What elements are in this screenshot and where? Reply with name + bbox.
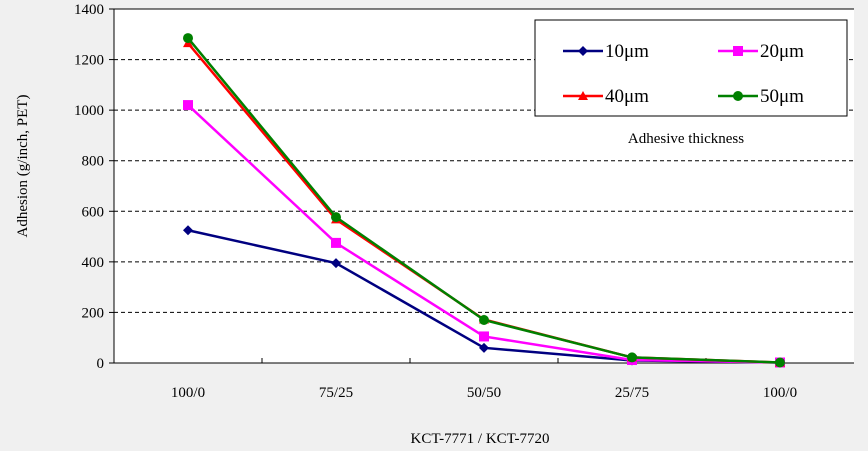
data-point: [183, 225, 193, 236]
legend-label: 20μm: [760, 41, 804, 62]
data-point: [331, 212, 341, 223]
legend-marker: [578, 46, 588, 56]
data-point: [775, 357, 785, 368]
legend-label: 40μm: [605, 86, 649, 107]
legend: Adhesive thickness 10μm 20μm 40μm 50μm: [534, 19, 848, 147]
legend-marker: [733, 91, 743, 101]
legend-marker: [733, 46, 743, 56]
x-tick-labels: 100/0 75/25 50/50 25/75 100/0: [171, 385, 797, 401]
x-axis-label: KCT-7771 / KCT-7720: [411, 431, 550, 447]
data-point: [331, 237, 341, 248]
legend-title: Adhesive thickness: [628, 131, 744, 147]
y-tick-labels: 0 200 400 600 800 1000 1200 1400: [74, 2, 104, 372]
series-group: [183, 33, 785, 368]
legend-item: 50μm: [718, 86, 804, 107]
x-tick-label: 75/25: [319, 385, 353, 401]
y-tick-label: 800: [82, 154, 105, 170]
y-tick-label: 600: [82, 204, 105, 220]
series-3: [183, 33, 785, 368]
y-tick-label: 200: [82, 305, 105, 321]
y-tick-label: 1400: [74, 2, 104, 18]
legend-item: 40μm: [563, 86, 649, 107]
legend-label: 50μm: [760, 86, 804, 107]
y-tick-label: 400: [82, 255, 105, 271]
y-tick-label: 1200: [74, 53, 104, 69]
x-tick-label: 100/0: [763, 385, 797, 401]
y-tick-label: 0: [97, 356, 105, 372]
legend-marker: [578, 91, 588, 100]
data-point: [183, 100, 193, 111]
legend-item: 10μm: [563, 41, 649, 62]
data-point: [479, 342, 489, 353]
data-point: [627, 352, 637, 363]
y-tick-label: 1000: [74, 103, 104, 119]
legend-label: 10μm: [605, 41, 649, 62]
x-tick-label: 25/75: [615, 385, 649, 401]
x-tick-label: 50/50: [467, 385, 501, 401]
data-point: [479, 331, 489, 342]
y-axis-label: Adhesion (g/inch, PET): [15, 95, 31, 238]
legend-item: 20μm: [718, 41, 804, 62]
data-point: [479, 315, 489, 326]
data-point: [331, 258, 341, 269]
x-tick-label: 100/0: [171, 385, 205, 401]
data-point: [183, 33, 193, 44]
